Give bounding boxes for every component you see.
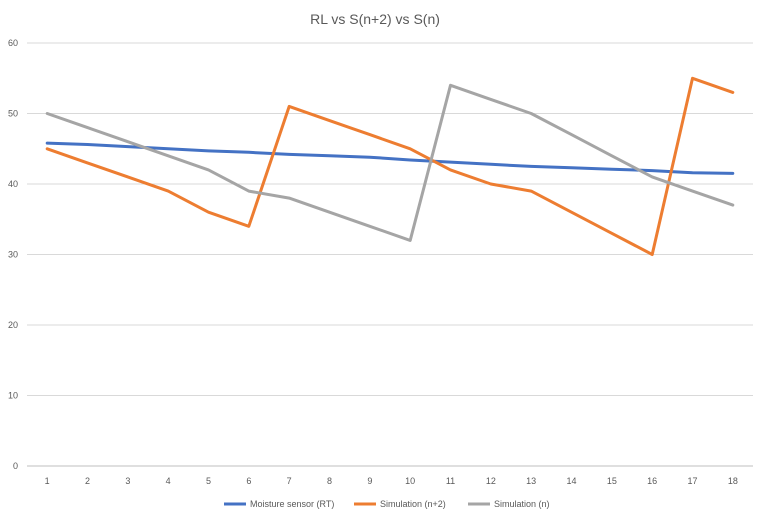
y-tick-label: 0	[13, 461, 18, 471]
x-tick-label: 7	[287, 476, 292, 486]
x-tick-label: 11	[446, 476, 455, 486]
y-tick-label: 40	[8, 179, 18, 189]
x-tick-label: 13	[526, 476, 536, 486]
x-tick-label: 10	[405, 476, 415, 486]
gridlines	[27, 42, 753, 467]
x-tick-label: 1	[45, 476, 50, 486]
legend-label: Moisture sensor (RT)	[250, 499, 334, 509]
x-tick-label: 12	[486, 476, 496, 486]
legend: Moisture sensor (RT) Simulation (n+2) Simu…	[224, 499, 550, 509]
y-axis-ticks: 0 10 20 30 40 50 60	[8, 38, 18, 471]
x-tick-label: 5	[206, 476, 211, 486]
y-tick-label: 50	[8, 109, 18, 119]
x-tick-label: 18	[728, 476, 738, 486]
x-tick-label: 3	[125, 476, 130, 486]
x-tick-label: 8	[327, 476, 332, 486]
x-tick-label: 16	[647, 476, 657, 486]
legend-label: Simulation (n+2)	[380, 499, 446, 509]
x-tick-label: 2	[85, 476, 90, 486]
x-tick-label: 17	[687, 476, 697, 486]
y-tick-label: 30	[8, 250, 18, 260]
x-axis-ticks: 1 2 3 4 5 6 7 8 9 10 11 12 13 14 15 16 17 18	[45, 476, 738, 486]
x-tick-label: 14	[566, 476, 576, 486]
y-tick-label: 20	[8, 320, 18, 330]
y-tick-label: 60	[8, 38, 18, 48]
x-tick-label: 4	[166, 476, 171, 486]
series-line-3	[45, 83, 735, 242]
x-tick-label: 9	[367, 476, 372, 486]
series-line-2	[45, 76, 735, 256]
chart-title: RL vs S(n+2) vs S(n)	[310, 11, 440, 27]
series-lines	[45, 76, 735, 256]
y-tick-label: 10	[8, 391, 18, 401]
x-tick-label: 6	[246, 476, 251, 486]
legend-label: Simulation (n)	[494, 499, 550, 509]
series-line-1	[45, 141, 735, 175]
x-tick-label: 15	[607, 476, 617, 486]
